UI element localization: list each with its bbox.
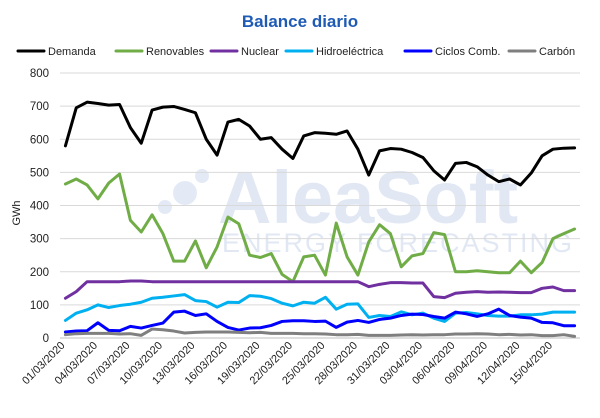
chart-title: Balance diario (242, 12, 358, 31)
series-line-carb-n (63, 327, 577, 338)
y-tick-label: 100 (30, 300, 49, 312)
legend: Demanda Renovables Nuclear Hidroeléctrica Ci… (16, 46, 575, 58)
series-line-ciclos-comb- (63, 307, 577, 334)
series-line-nuclear (63, 279, 577, 300)
series-lines (63, 100, 577, 338)
series-line-demanda (63, 100, 577, 187)
y-tick-label: 800 (30, 68, 49, 80)
y-tick-label: 700 (30, 101, 49, 113)
gridlines (60, 72, 580, 339)
series-line-hidroel-ctrica (63, 293, 577, 323)
watermark-main-text: AleaSoft (218, 156, 518, 239)
legend-item-label: Nuclear (241, 46, 279, 58)
legend-item-label: Ciclos Comb. (435, 46, 500, 58)
y-tick-label: 600 (30, 134, 49, 146)
y-tick-label: 500 (30, 167, 49, 179)
legend-item-label: Renovables (146, 46, 205, 58)
legend-item-label: Demanda (48, 46, 97, 58)
y-tick-label: 400 (30, 201, 49, 213)
y-tick-label: 0 (43, 333, 49, 345)
legend-item-label: Carbón (539, 46, 575, 58)
series-line-renovables (63, 172, 577, 284)
y-tick-label: 300 (30, 234, 49, 246)
legend-item-label: Hidroeléctrica (316, 46, 384, 58)
y-tick-label: 200 (30, 267, 49, 279)
y-axis-ticks: 0 100 200 300 400 500 600 700 800 (30, 68, 49, 345)
watermark-logo-icon (158, 169, 209, 214)
y-axis-label: GWh (11, 200, 23, 225)
